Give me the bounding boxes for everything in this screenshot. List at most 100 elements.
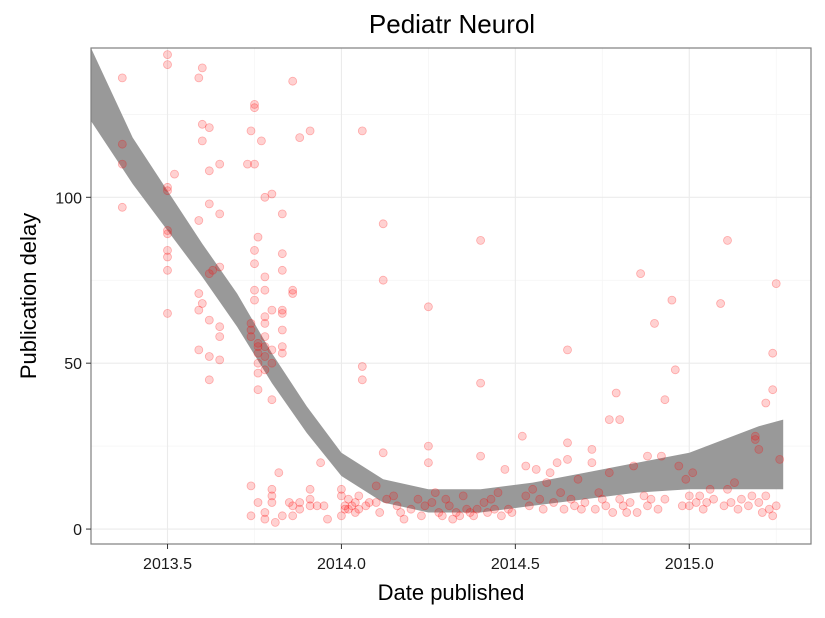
data-point [594,488,604,498]
data-point [204,352,214,361]
data-point [267,395,277,405]
data-point [243,159,252,169]
data-point [556,488,565,498]
data-point [563,438,572,448]
data-point [288,289,298,298]
data-point [267,345,277,355]
data-point [723,484,732,494]
data-point [423,458,433,468]
data-point [455,511,465,521]
data-point [288,76,298,86]
data-point [524,501,534,511]
data-point [709,494,718,504]
data-point [771,501,781,511]
data-point [361,501,371,511]
data-point [622,508,632,517]
data-point [340,504,350,514]
data-point [493,488,503,498]
data-point [636,269,645,279]
data-point [250,285,259,295]
data-point [246,511,256,521]
data-point [521,461,531,471]
data-point [677,501,687,511]
x-tick-label: 2013.5 [143,556,192,573]
data-point [194,216,204,225]
data-point [163,182,172,192]
data-point [336,511,346,521]
data-point [667,295,677,305]
data-point [197,136,207,146]
data-point [319,501,329,511]
data-point [305,501,315,511]
data-point [771,279,781,289]
data-point [267,305,277,315]
data-point [420,501,430,511]
data-point [260,192,270,202]
data-point [427,498,437,507]
data-point [260,332,270,342]
data-point [577,504,586,514]
data-point [691,498,701,507]
data-point [566,494,576,504]
data-point [416,511,426,521]
x-tick-label: 2014.5 [491,556,540,573]
data-point [288,285,298,295]
data-point [260,514,270,524]
data-point [117,159,127,169]
data-point [563,345,572,355]
confidence-band [91,48,784,513]
data-point [316,458,326,468]
data-point [267,498,277,507]
data-point [618,501,628,511]
data-point [260,318,270,328]
data-point [194,289,204,298]
data-point [521,491,531,501]
data-point [277,265,287,275]
data-point [476,378,486,388]
data-point [117,139,127,149]
data-point [250,100,259,109]
data-point [747,491,757,501]
y-tick-label: 0 [73,522,82,539]
x-axis-title: Date published [378,580,525,605]
data-point [643,451,652,461]
data-point [277,342,287,352]
data-point [163,252,172,262]
data-point [378,219,388,229]
data-point [378,448,388,458]
data-point [549,498,558,507]
data-point [507,508,517,517]
data-point [750,431,760,441]
data-point [590,504,600,514]
data-point [250,159,259,169]
data-point [737,494,746,504]
data-point [486,494,496,504]
data-point [215,332,225,342]
data-point [277,209,287,219]
data-point [465,508,475,517]
data-point [260,342,270,352]
data-point [695,491,705,501]
data-point [364,498,374,507]
data-point [653,504,663,514]
data-point [451,508,461,517]
data-point [246,126,256,136]
data-point [246,318,256,328]
data-point [646,494,656,504]
data-point [768,348,778,358]
data-point [253,342,263,352]
data-point [378,275,388,285]
data-point [204,375,214,385]
data-point [462,504,472,514]
data-point [354,491,364,501]
data-point [204,315,214,325]
data-point [117,73,127,83]
data-point [733,504,743,514]
data-point [681,474,691,484]
data-point [267,484,277,494]
data-point [660,395,670,405]
data-point [253,358,263,368]
data-point [423,441,433,451]
data-point [444,501,454,511]
data-point [538,504,548,514]
